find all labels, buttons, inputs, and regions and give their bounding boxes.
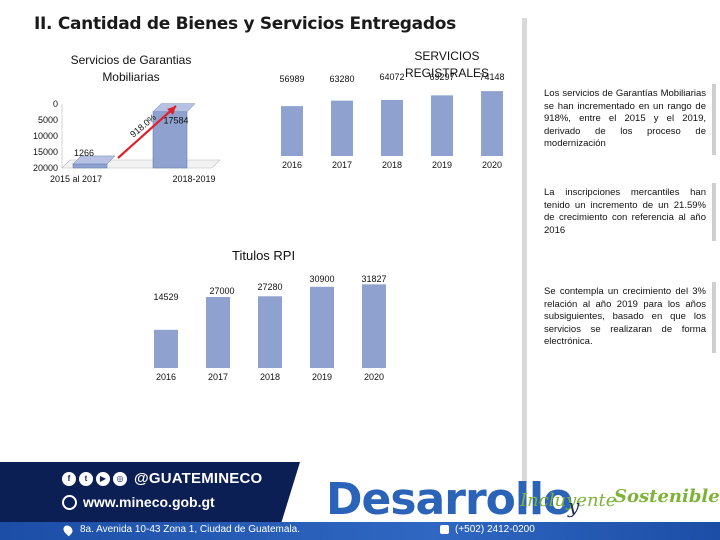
registrales-category-label: 2019	[432, 160, 452, 170]
rpi-chart: 14529 2016 27000 2017 27280 2018 30900 2019 3182…	[153, 274, 386, 382]
rpi-category-label: 2018	[260, 372, 280, 382]
phone-row: (+502) 2412-0200	[440, 524, 535, 535]
footer-stripe	[0, 522, 720, 540]
garantias-value-label: 1266	[74, 148, 94, 158]
facebook-icon[interactable]: f	[62, 471, 76, 486]
phone-text: (+502) 2412-0200	[455, 524, 535, 535]
rpi-value-label: 14529	[153, 292, 178, 302]
rpi-category-label: 2016	[156, 372, 176, 382]
address-row: 8a. Avenida 10-43 Zona 1, Ciudad de Guat…	[61, 523, 300, 536]
growth-arrow-head	[167, 106, 176, 115]
garantias-y-tick: 20000	[33, 163, 58, 173]
instagram-icon[interactable]: ◎	[113, 471, 127, 486]
growth-arrow-line	[117, 105, 177, 159]
garantias-title-line2: Mobiliarias	[102, 70, 160, 84]
brand-y: y	[568, 494, 580, 518]
garantias-title-line1: Servicios de Garantias	[70, 53, 192, 67]
registrales-category-label: 2017	[332, 160, 352, 170]
registrales-chart: 56989 2016 63280 2017 64072 2018 69297 2019 7414…	[279, 72, 504, 170]
note-rpi: Se contempla un crecimiento del 3% relac…	[538, 282, 716, 353]
registrales-category-label: 2016	[282, 160, 302, 170]
brand-sostenible: Sostenible	[614, 486, 720, 507]
registrales-category-label: 2018	[382, 160, 402, 170]
registrales-bar	[331, 100, 353, 156]
registrales-value-label: 69297	[429, 72, 454, 82]
social-row: f t ▶ ◎ @GUATEMINECO	[62, 470, 262, 487]
rpi-bar	[258, 296, 282, 368]
registrales-chart-title: SERVICIOS REGISTRALES	[404, 49, 490, 80]
rpi-bar	[154, 329, 178, 368]
garantias-category-label: 2015 al 2017	[50, 174, 102, 184]
page-title: II. Cantidad de Bienes y Servicios Entre…	[34, 14, 456, 34]
rpi-category-label: 2020	[364, 372, 384, 382]
registrales-value-label: 56989	[279, 74, 304, 84]
address-text: 8a. Avenida 10-43 Zona 1, Ciudad de Guat…	[80, 524, 300, 535]
garantias-y-tick: 0	[53, 99, 58, 109]
garantias-y-tick: 5000	[38, 115, 58, 125]
garantias-chart-title: Servicios de Garantias Mobiliarias	[58, 52, 204, 86]
rpi-category-label: 2019	[312, 372, 332, 382]
rpi-bar	[310, 286, 334, 368]
registrales-value-label: 63280	[329, 74, 354, 84]
registrales-value-label: 74148	[479, 72, 504, 82]
brand-logo-text: Desarrollo	[326, 474, 573, 525]
registrales-bar	[481, 91, 503, 156]
registrales-bar	[431, 95, 453, 156]
garantias-value-label: 17584	[163, 116, 188, 126]
garantias-bar-top	[72, 155, 116, 165]
location-pin-icon	[61, 523, 75, 536]
footer-banner: f t ▶ ◎ @GUATEMINECO www.mineco.gob.gt 8…	[0, 462, 720, 540]
youtube-icon[interactable]: ▶	[96, 471, 110, 486]
brand-incluyente: Incluyente	[520, 490, 617, 511]
rpi-category-label: 2017	[208, 372, 228, 382]
registrales-category-label: 2020	[482, 160, 502, 170]
globe-icon	[62, 494, 77, 510]
rpi-value-label: 27000	[209, 286, 234, 296]
garantias-category-label: 2018-2019	[172, 174, 215, 184]
rpi-value-label: 31827	[361, 274, 386, 284]
garantias-y-tick: 10000	[33, 131, 58, 141]
note-garantias: Los servicios de Garantías Mobiliarias s…	[538, 84, 716, 155]
rpi-bar	[206, 297, 230, 368]
rpi-value-label: 30900	[309, 274, 334, 284]
registrales-value-label: 64072	[379, 72, 404, 82]
twitter-icon[interactable]: t	[79, 471, 93, 486]
vertical-divider	[522, 18, 527, 508]
social-handle[interactable]: @GUATEMINECO	[134, 470, 263, 487]
garantias-bar	[72, 163, 108, 169]
registrales-bar	[281, 106, 303, 156]
rpi-bar	[362, 284, 386, 368]
rpi-chart-title: Titulos RPI	[232, 248, 296, 263]
garantias-y-tick: 15000	[33, 147, 58, 157]
note-mercantiles: La inscripciones mercantiles han tenido …	[538, 183, 716, 241]
rpi-value-label: 27280	[257, 282, 282, 292]
garantias-chart: 20000 15000 10000 5000 0 1266 2015 al 2017 1758…	[33, 99, 220, 184]
registrales-bar	[381, 99, 403, 156]
website-row: www.mineco.gob.gt	[62, 494, 215, 510]
phone-icon	[440, 525, 449, 534]
website-link[interactable]: www.mineco.gob.gt	[83, 494, 215, 510]
